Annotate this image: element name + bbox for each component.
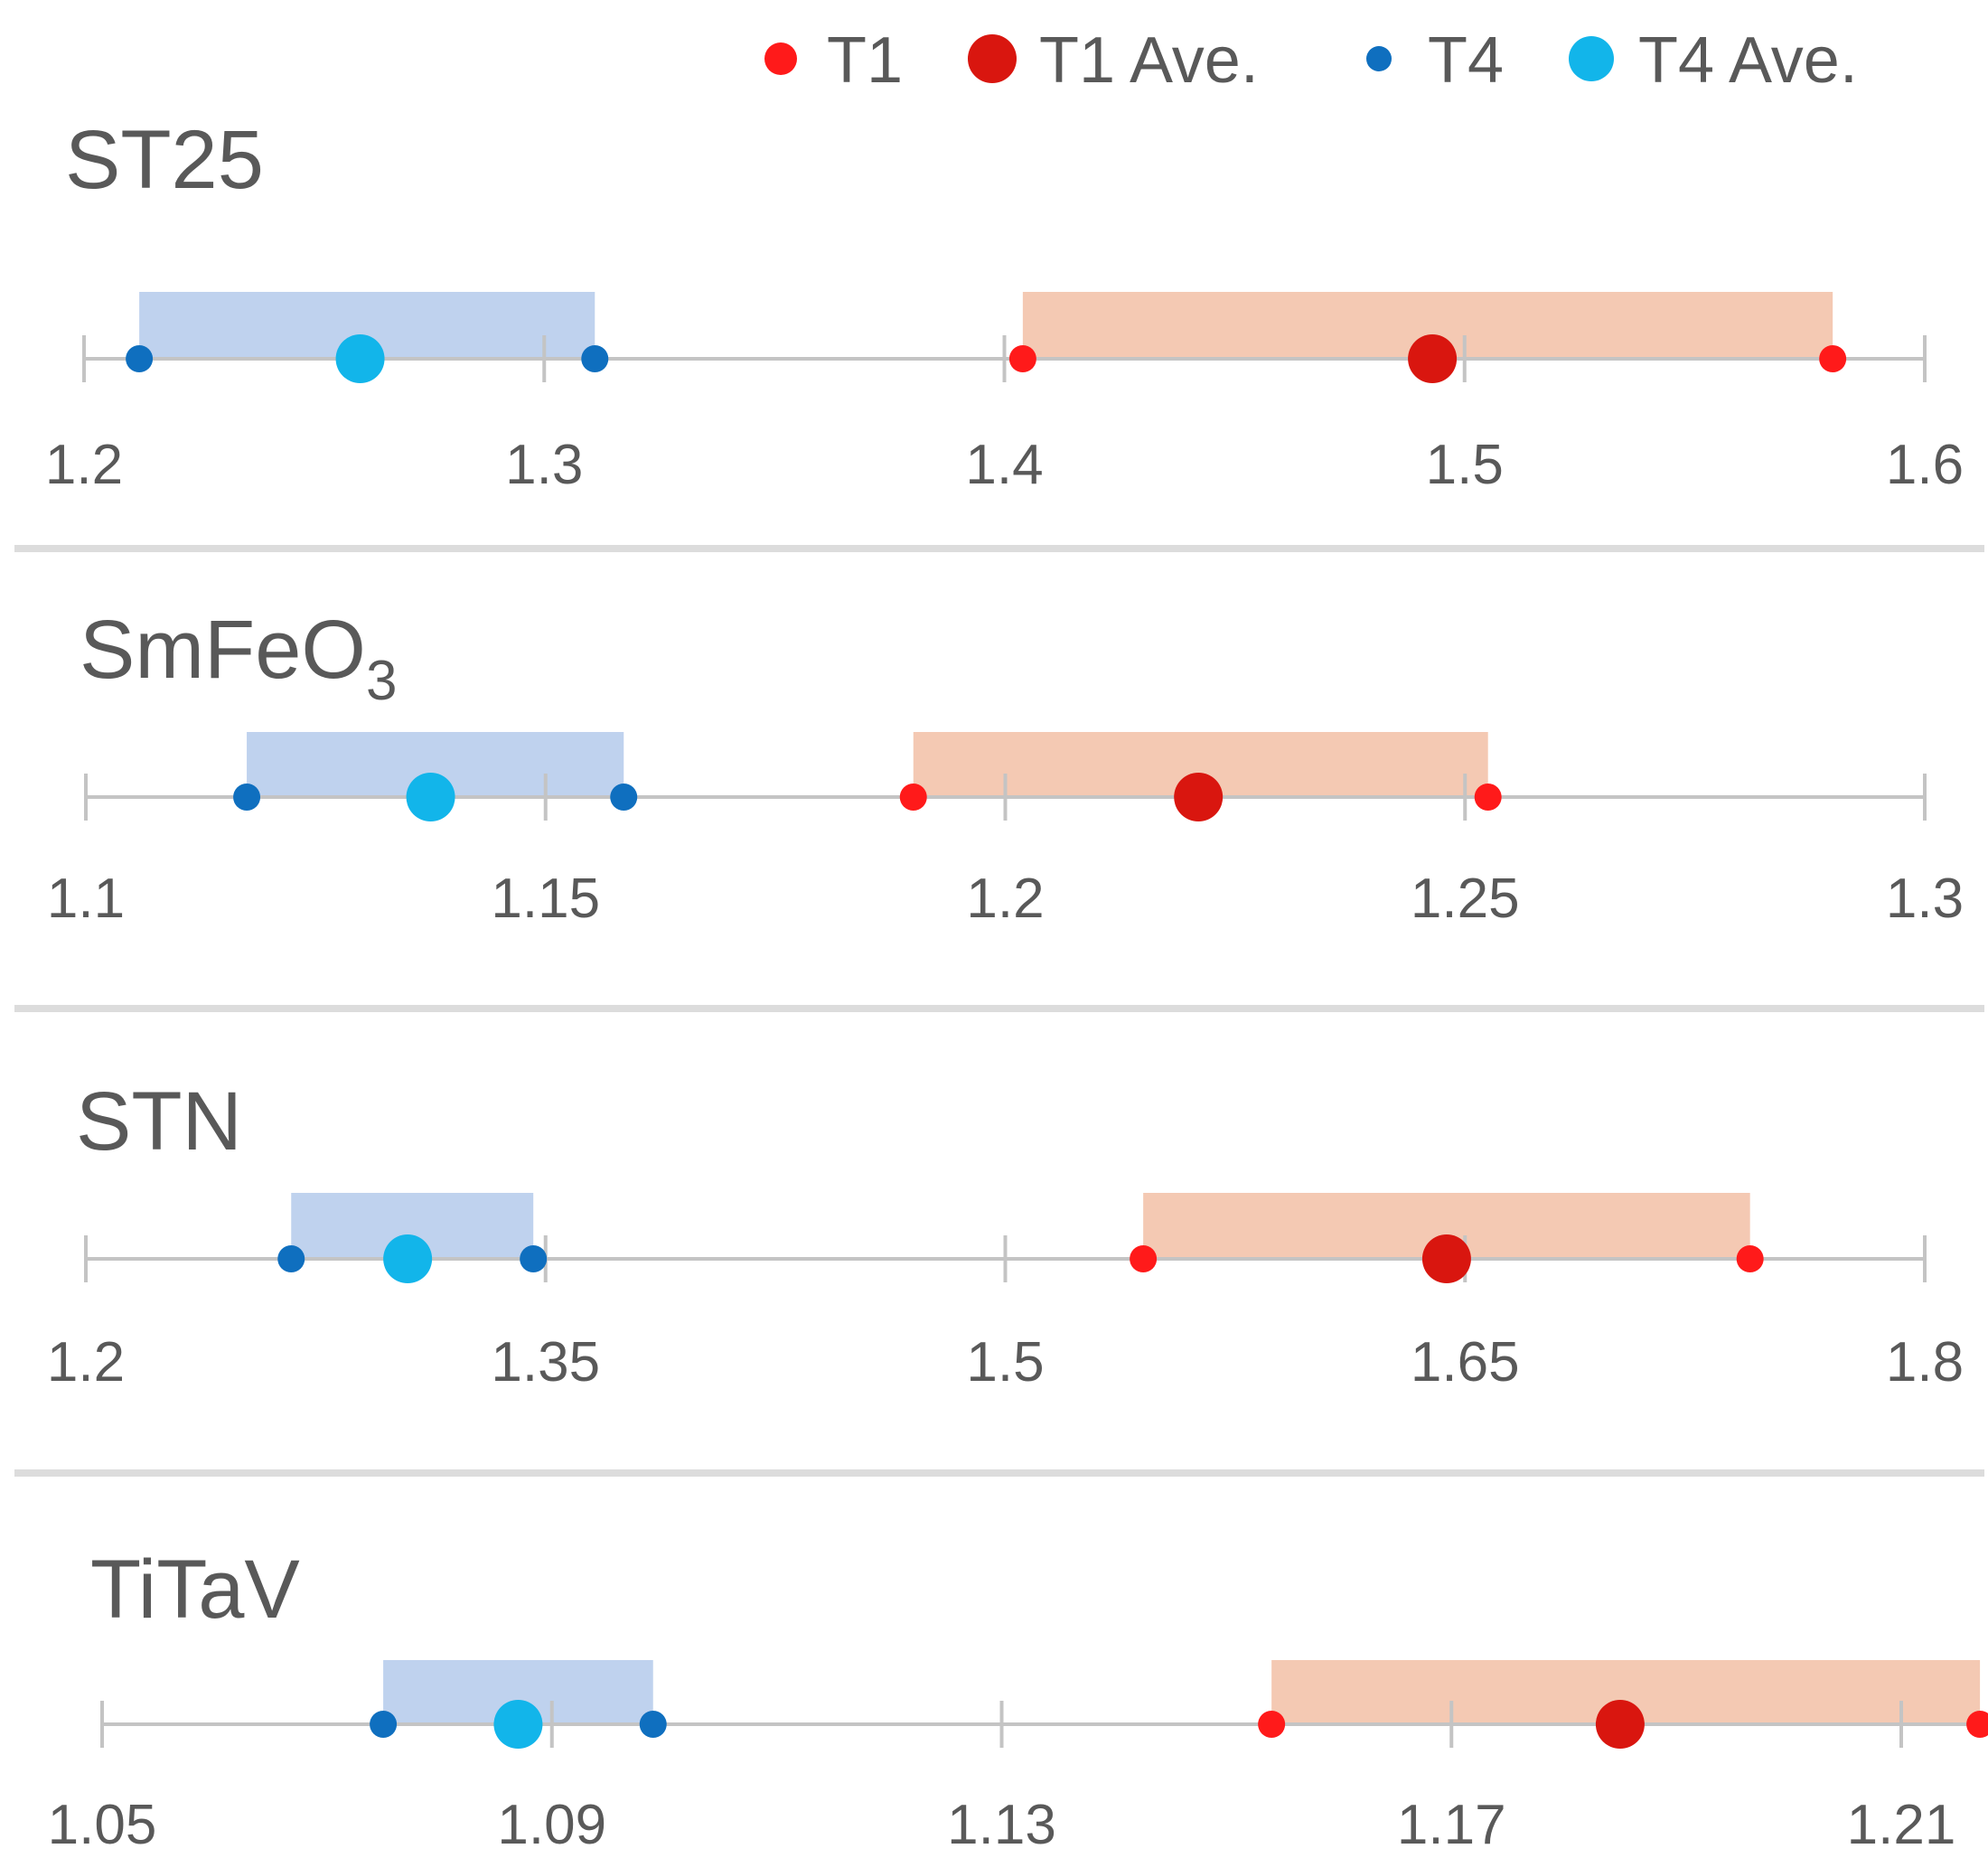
tick-label: 1.13 [947,1794,1056,1856]
panel-title-main: SmFeO [80,604,366,696]
panel-title-subscript: 3 [366,650,397,712]
tick-label: 1.3 [1886,868,1964,930]
legend-t1-ave-marker [968,34,1017,83]
t1-average-point [1421,1234,1471,1283]
tick-label: 1.17 [1397,1794,1506,1856]
panel-title-main: STN [76,1075,242,1168]
t4-max-point [610,784,638,811]
t1-average-point [1595,1700,1645,1749]
panel-titav: TiTaV 1.05 1.09 1.13 1.17 1.21 [48,1544,1988,1856]
tick-label: 1.2 [966,868,1044,930]
t4-average-point [406,773,455,821]
t1-min-point [1130,1245,1158,1272]
panel-plot: 1.2 1.3 1.4 1.5 1.6 [45,292,1964,496]
panel-plot: 1.2 1.35 1.5 1.65 1.8 [47,1193,1964,1394]
panel-title: STN [76,1075,242,1168]
t1-average-point [1408,334,1458,383]
panel-title-main: ST25 [65,114,264,206]
panel-title: SmFeO3 [80,604,397,712]
tick-label: 1.65 [1411,1331,1520,1394]
t4-min-point [233,784,261,811]
tick-label: 1.09 [497,1794,606,1856]
tick-label: 1.15 [491,868,600,930]
legend-t4-ave-marker [1569,36,1614,81]
t4-average-point [383,1234,433,1283]
tick-label: 1.5 [1426,434,1504,496]
t1-max-point [1736,1245,1764,1272]
tick-label: 1.6 [1886,434,1964,496]
tick-label: 1.3 [505,434,583,496]
t1-min-point [1008,345,1036,372]
panel-title: TiTaV [90,1544,300,1636]
t4-min-point [370,1711,398,1738]
legend-t1-label: T1 [827,24,903,97]
tick-label: 1.35 [491,1331,600,1394]
t1-min-point [899,784,927,811]
panel-plot: 1.05 1.09 1.13 1.17 1.21 [48,1660,1988,1856]
t1-max-point [1474,784,1502,811]
tick-label: 1.2 [47,1331,125,1394]
t4-min-point [126,345,154,372]
tick-label: 1.4 [965,434,1043,496]
legend-t1-ave-label: T1 Ave. [1039,24,1259,97]
t4-average-point [335,334,385,383]
panel-stn: STN 1.2 1.35 1.5 1.65 1.8 [47,1075,1964,1394]
panel-plot: 1.1 1.15 1.2 1.25 1.3 [47,732,1964,930]
t4-max-point [639,1711,667,1738]
tick-label: 1.1 [47,868,125,930]
legend-t1-marker [764,42,797,75]
t1-max-point [1819,345,1847,372]
t4-max-point [520,1245,548,1272]
t1-average-point [1174,773,1224,821]
t1-min-point [1258,1711,1286,1738]
panel-title-main: TiTaV [90,1544,300,1636]
t4-min-point [277,1245,305,1272]
legend-t4-ave-label: T4 Ave. [1638,24,1858,97]
t4-average-point [493,1700,543,1749]
tick-label: 1.5 [966,1331,1044,1394]
tick-label: 1.2 [45,434,123,496]
legend-t4-marker [1366,46,1392,71]
tick-label: 1.05 [48,1794,157,1856]
t1-max-point [1966,1711,1988,1738]
tick-label: 1.21 [1847,1794,1956,1856]
panel-smfeo3: SmFeO3 1.1 1.15 1.2 1.25 1.3 [47,604,1964,930]
panel-st25: ST25 1.2 1.3 1.4 1.5 1.6 [45,114,1964,496]
panel-title: ST25 [65,114,264,206]
tick-label: 1.25 [1411,868,1520,930]
t4-max-point [581,345,609,372]
legend: T1 T1 Ave. T4 T4 Ave. [764,24,1858,97]
legend-t4-label: T4 [1428,24,1504,97]
tick-label: 1.8 [1886,1331,1964,1394]
